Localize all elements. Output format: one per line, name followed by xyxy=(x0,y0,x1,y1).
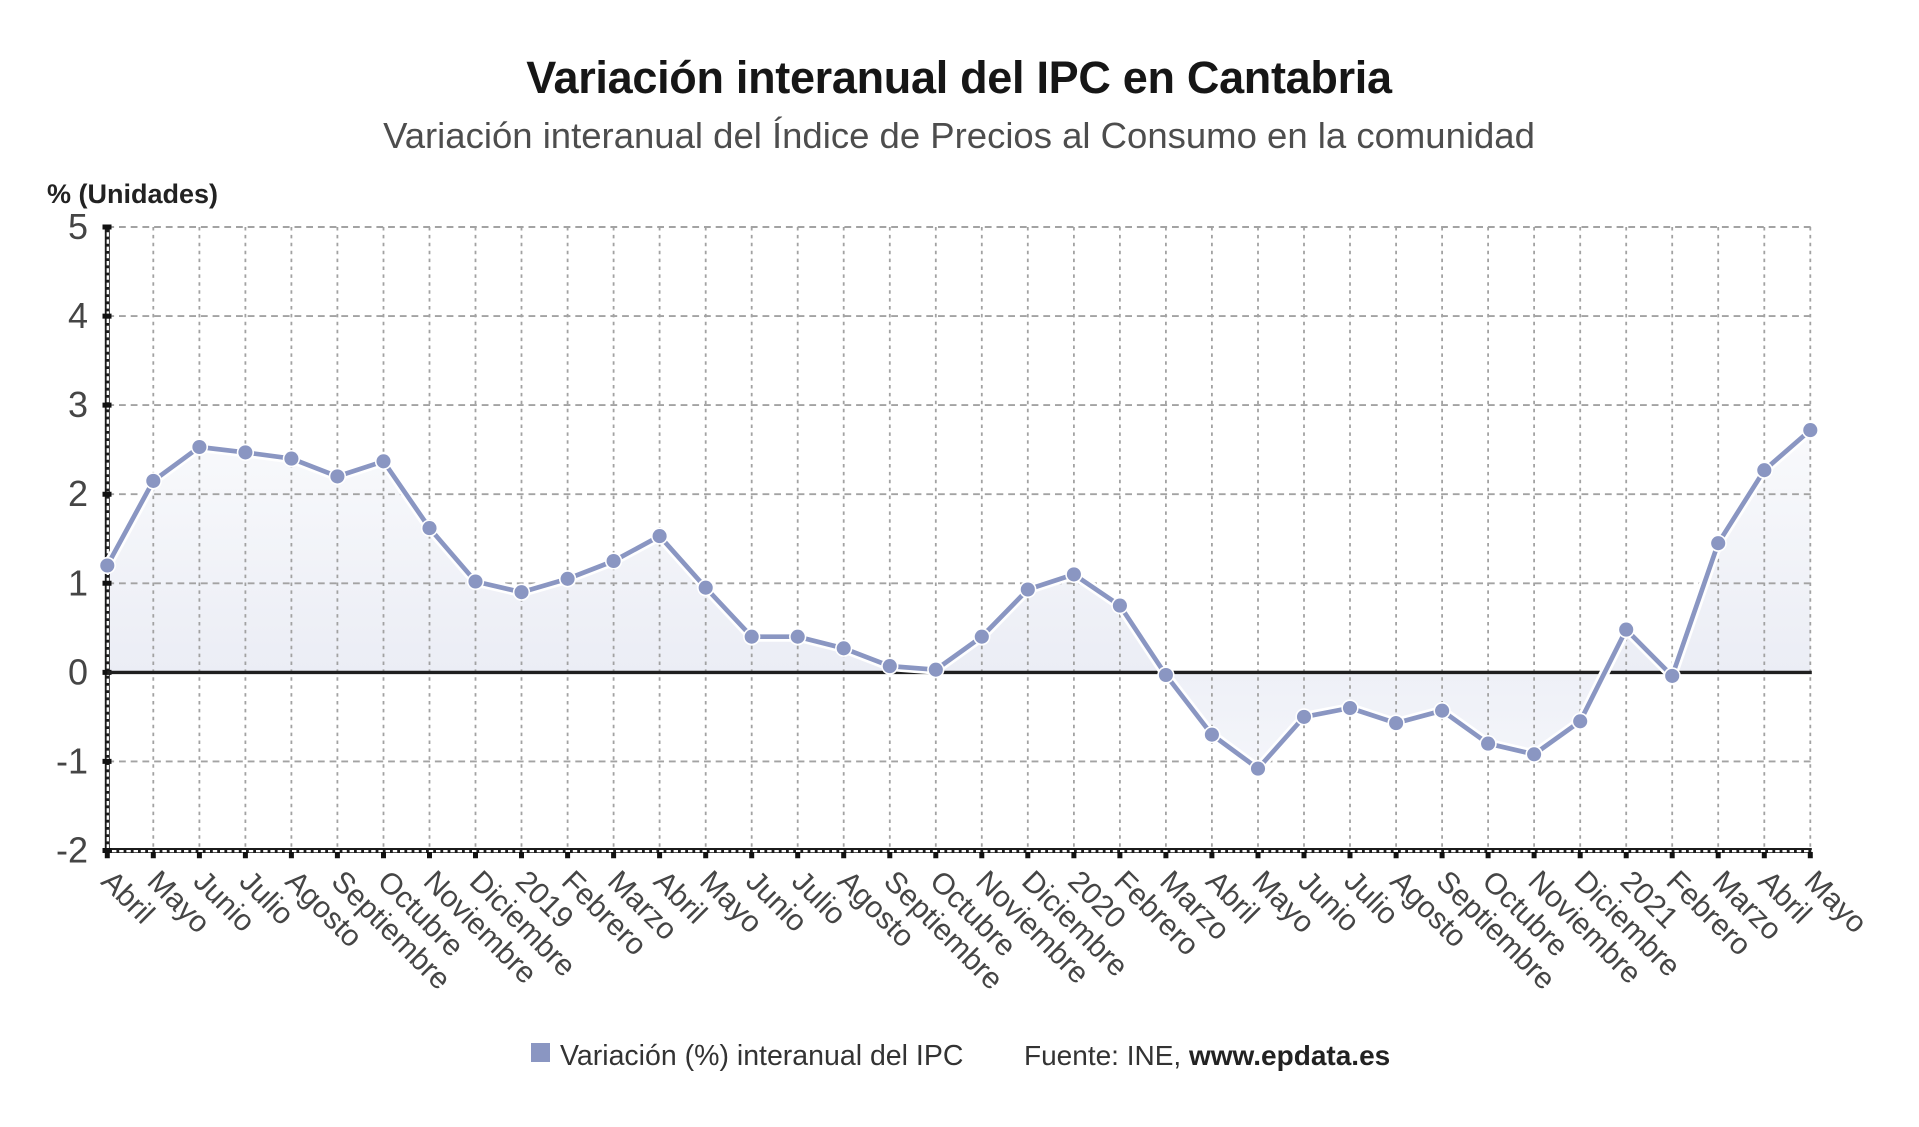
svg-text:Variación interanual del IPC e: Variación interanual del IPC en Cantabri… xyxy=(526,52,1393,103)
svg-text:Variación (%) interanual del I: Variación (%) interanual del IPC xyxy=(560,1040,963,1072)
svg-text:% (Unidades): % (Unidades) xyxy=(47,179,218,209)
svg-text:Variación interanual del Índic: Variación interanual del Índice de Preci… xyxy=(383,115,1535,156)
svg-text:-1: -1 xyxy=(56,740,88,781)
svg-text:0: 0 xyxy=(68,651,88,692)
svg-text:-2: -2 xyxy=(56,830,88,871)
svg-text:Fuente: INE, www.epdata.es: Fuente: INE, www.epdata.es xyxy=(1024,1040,1390,1071)
svg-text:4: 4 xyxy=(68,295,88,336)
svg-text:2: 2 xyxy=(68,473,88,514)
svg-text:1: 1 xyxy=(68,562,88,603)
svg-text:3: 3 xyxy=(68,384,88,425)
svg-text:5: 5 xyxy=(68,206,88,247)
